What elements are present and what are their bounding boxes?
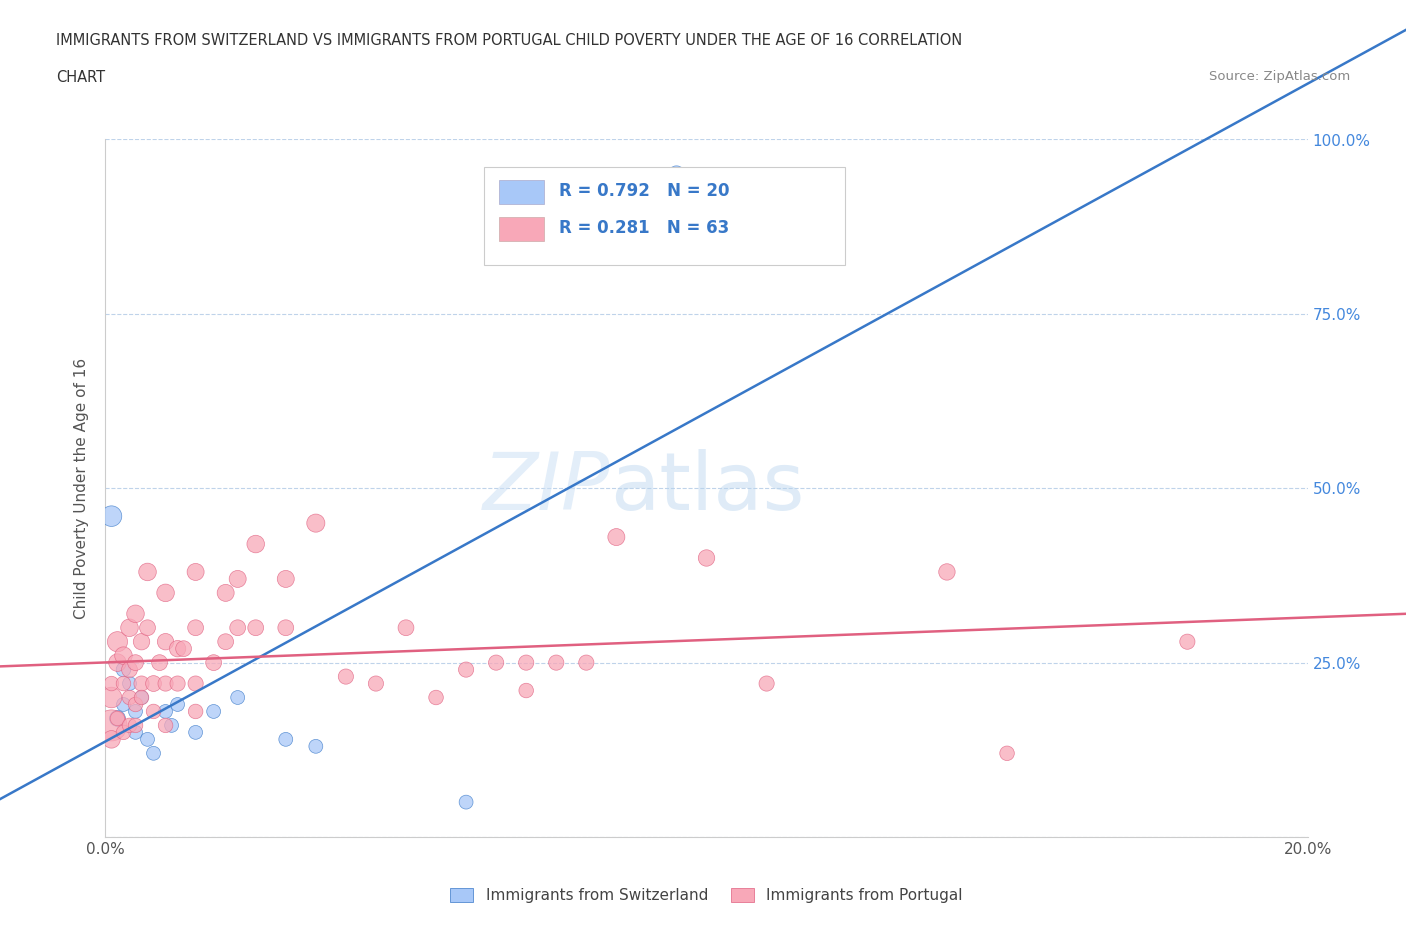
- FancyBboxPatch shape: [484, 167, 845, 265]
- Point: [575, 656, 598, 671]
- Point: [226, 690, 249, 705]
- Point: [274, 571, 297, 587]
- Point: [112, 648, 135, 663]
- Point: [274, 732, 297, 747]
- Point: [395, 620, 418, 635]
- Point: [107, 711, 129, 725]
- Point: [136, 565, 159, 579]
- Point: [226, 620, 249, 635]
- Legend: Immigrants from Switzerland, Immigrants from Portugal: Immigrants from Switzerland, Immigrants …: [444, 883, 969, 910]
- Point: [665, 167, 688, 182]
- Point: [184, 725, 207, 740]
- Point: [124, 718, 146, 733]
- Point: [131, 690, 153, 705]
- Point: [214, 586, 236, 601]
- Point: [755, 676, 778, 691]
- Point: [274, 620, 297, 635]
- Point: [136, 732, 159, 747]
- Point: [107, 711, 129, 725]
- Point: [100, 676, 122, 691]
- Point: [112, 725, 135, 740]
- Bar: [499, 180, 544, 204]
- Point: [136, 620, 159, 635]
- Point: [112, 662, 135, 677]
- Point: [184, 676, 207, 691]
- Text: R = 0.792   N = 20: R = 0.792 N = 20: [558, 182, 730, 200]
- Point: [155, 676, 177, 691]
- Point: [100, 732, 122, 747]
- Point: [112, 676, 135, 691]
- Point: [155, 718, 177, 733]
- Bar: [499, 217, 544, 241]
- Point: [245, 620, 267, 635]
- Text: ZIP: ZIP: [484, 449, 610, 527]
- Point: [515, 656, 537, 671]
- Point: [166, 676, 188, 691]
- Point: [1175, 634, 1198, 649]
- Point: [155, 704, 177, 719]
- Point: [605, 530, 627, 545]
- Point: [118, 676, 141, 691]
- Point: [160, 718, 183, 733]
- Point: [107, 634, 129, 649]
- Point: [214, 634, 236, 649]
- Point: [454, 662, 477, 677]
- Point: [124, 704, 146, 719]
- Point: [184, 704, 207, 719]
- Point: [202, 704, 225, 719]
- Point: [131, 676, 153, 691]
- Point: [166, 698, 188, 712]
- Text: Source: ZipAtlas.com: Source: ZipAtlas.com: [1209, 70, 1350, 83]
- Point: [124, 656, 146, 671]
- Point: [142, 676, 165, 691]
- Point: [118, 718, 141, 733]
- Point: [454, 794, 477, 809]
- Point: [335, 670, 357, 684]
- Point: [118, 662, 141, 677]
- Point: [124, 698, 146, 712]
- Point: [546, 656, 568, 671]
- Point: [131, 690, 153, 705]
- Y-axis label: Child Poverty Under the Age of 16: Child Poverty Under the Age of 16: [75, 358, 90, 618]
- Point: [155, 634, 177, 649]
- Point: [118, 690, 141, 705]
- Point: [131, 634, 153, 649]
- Text: CHART: CHART: [56, 70, 105, 85]
- Point: [112, 698, 135, 712]
- Point: [425, 690, 447, 705]
- Point: [142, 746, 165, 761]
- Point: [100, 509, 122, 524]
- Text: IMMIGRANTS FROM SWITZERLAND VS IMMIGRANTS FROM PORTUGAL CHILD POVERTY UNDER THE : IMMIGRANTS FROM SWITZERLAND VS IMMIGRANT…: [56, 33, 963, 47]
- Point: [166, 642, 188, 657]
- Point: [995, 746, 1018, 761]
- Point: [184, 620, 207, 635]
- Point: [485, 656, 508, 671]
- Point: [142, 704, 165, 719]
- Point: [124, 606, 146, 621]
- Point: [515, 683, 537, 698]
- Point: [202, 656, 225, 671]
- Point: [936, 565, 959, 579]
- Point: [155, 586, 177, 601]
- Text: R = 0.281   N = 63: R = 0.281 N = 63: [558, 219, 728, 237]
- Point: [118, 620, 141, 635]
- Point: [100, 690, 122, 705]
- Point: [184, 565, 207, 579]
- Point: [226, 571, 249, 587]
- Point: [305, 738, 328, 753]
- Point: [100, 718, 122, 733]
- Point: [124, 725, 146, 740]
- Point: [696, 551, 718, 565]
- Text: atlas: atlas: [610, 449, 804, 527]
- Point: [305, 515, 328, 530]
- Point: [148, 656, 170, 671]
- Point: [173, 642, 195, 657]
- Point: [245, 537, 267, 551]
- Point: [364, 676, 387, 691]
- Point: [107, 656, 129, 671]
